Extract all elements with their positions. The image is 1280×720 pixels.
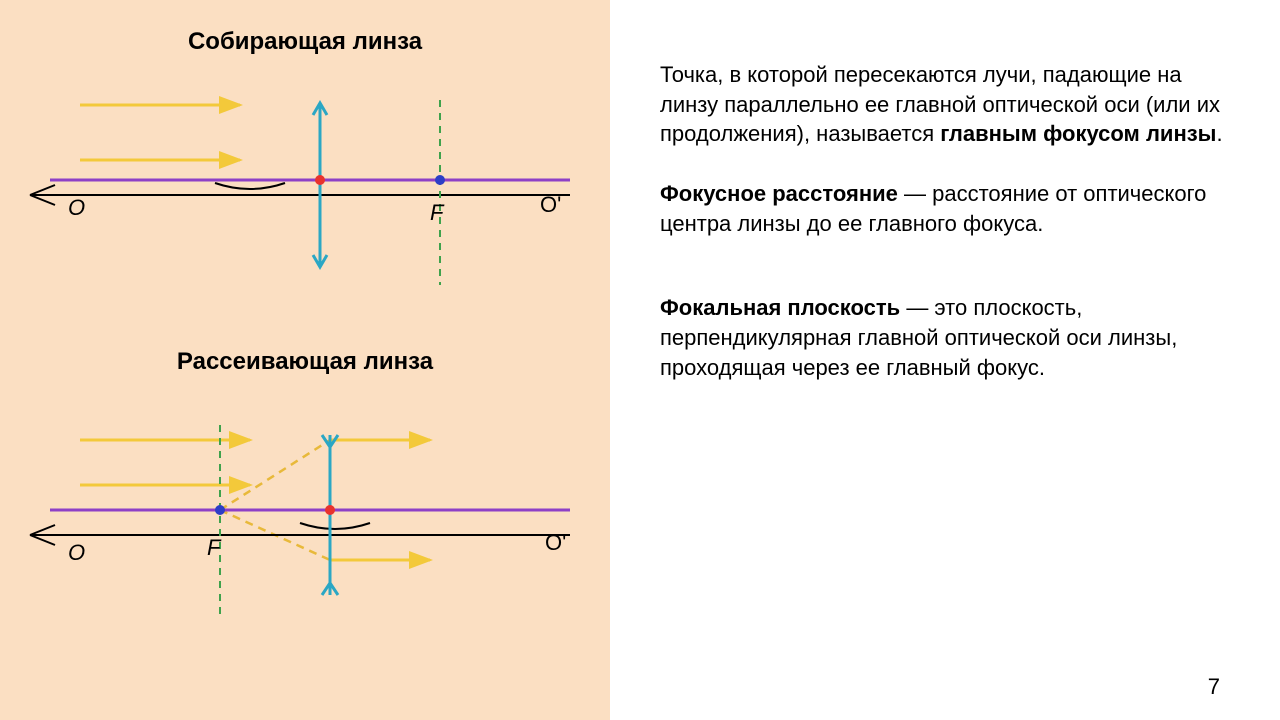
para-focus: Точка, в которой пересекаются лучи, пада… <box>660 60 1240 149</box>
label-O: О <box>68 195 85 220</box>
p1-bold: главным фокусом линзы <box>940 121 1216 146</box>
converging-lens-diagram: О F О' <box>20 60 580 300</box>
label-F: F <box>430 200 445 225</box>
label-O-2: О <box>68 540 85 565</box>
right-panel: Точка, в которой пересекаются лучи, пада… <box>610 0 1280 720</box>
p1-end: . <box>1216 121 1222 146</box>
heading-converging: Собирающая линза <box>0 28 610 56</box>
para-focal-distance: Фокусное расстояние — расстояние от опти… <box>660 179 1240 238</box>
label-Oprime: О' <box>540 192 561 217</box>
para-focal-plane: Фокальная плоскость — это плоскость, пер… <box>660 293 1240 382</box>
heading-diverging: Рассеивающая линза <box>0 348 610 376</box>
label-Oprime-2: О' <box>545 530 566 555</box>
label-F-2: F <box>207 535 222 560</box>
p3-bold: Фокальная плоскость <box>660 295 900 320</box>
p2-bold: Фокусное расстояние <box>660 181 898 206</box>
diverging-lens-diagram: О F О' <box>20 395 580 635</box>
left-panel: Собирающая линза О F О' <box>0 0 610 720</box>
page-number: 7 <box>1208 674 1220 700</box>
